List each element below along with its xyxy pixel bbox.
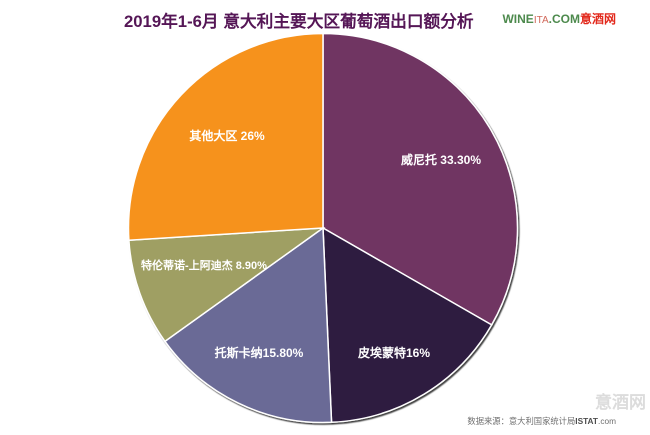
svg-text:威尼托 33.30%: 威尼托 33.30%	[401, 152, 481, 167]
svg-text:其他大区 26%: 其他大区 26%	[189, 128, 265, 143]
svg-text:皮埃蒙特16%: 皮埃蒙特16%	[357, 345, 430, 360]
svg-text:特伦蒂诺-上阿迪杰 8.90%: 特伦蒂诺-上阿迪杰 8.90%	[141, 258, 267, 272]
svg-text:托斯卡纳15.80%: 托斯卡纳15.80%	[215, 345, 304, 360]
